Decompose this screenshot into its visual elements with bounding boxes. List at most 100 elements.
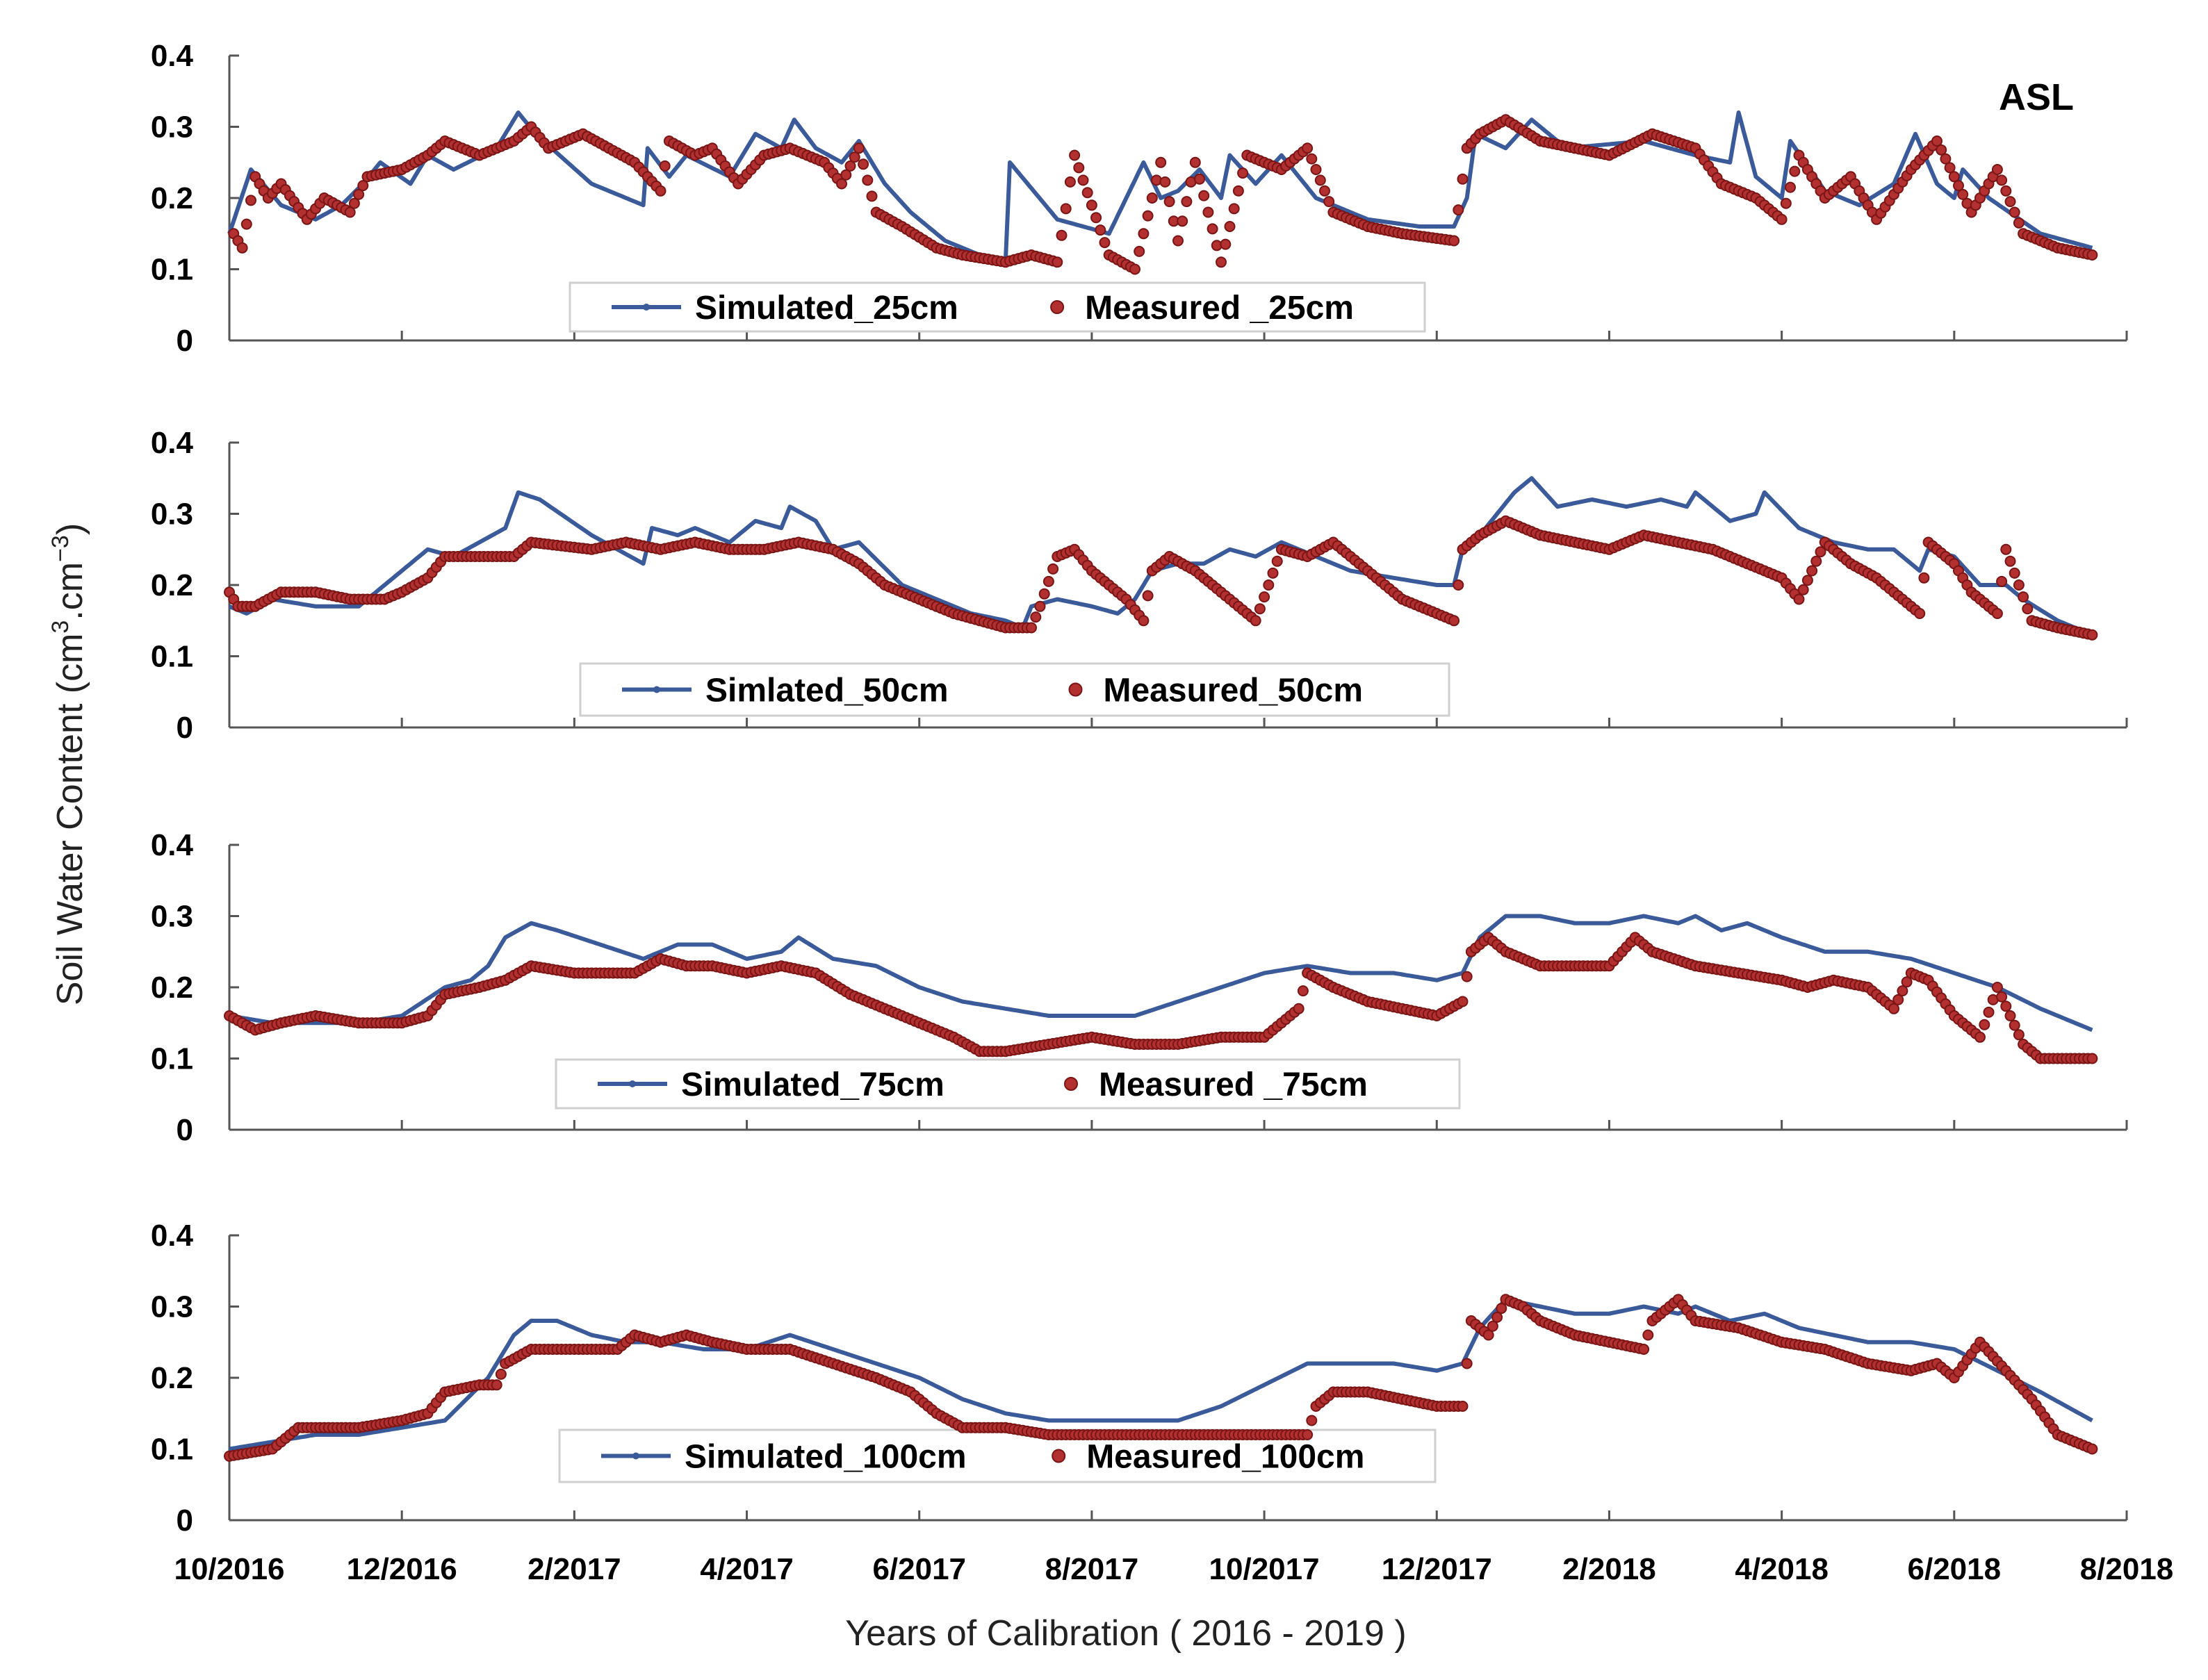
measured-point xyxy=(1134,245,1145,257)
legend-measured-label: Measured_50cm xyxy=(1104,673,1364,709)
measured-point xyxy=(1888,1003,1899,1014)
measured-point xyxy=(1138,615,1150,627)
simulated-series-line xyxy=(229,1297,2093,1451)
measured-point xyxy=(1979,1019,1990,1030)
measured-point xyxy=(1163,196,1175,208)
measured-point xyxy=(1940,153,1952,165)
y-tick-label: 0.4 xyxy=(151,1219,194,1253)
measured-point xyxy=(1159,176,1171,188)
measured-point xyxy=(1077,174,1089,186)
measured-point xyxy=(1806,565,1818,577)
measured-point xyxy=(1974,1031,1986,1043)
measured-point xyxy=(1914,608,1926,619)
measured-point xyxy=(2086,1443,2098,1455)
y-axis-title-part2: .cm xyxy=(50,562,90,620)
measured-point xyxy=(1202,206,1214,218)
legend-simulated-label: Simulated_25cm xyxy=(695,290,958,327)
measured-point xyxy=(1323,196,1335,208)
x-tick-label: 2/2017 xyxy=(528,1552,621,1586)
y-tick-label: 0.2 xyxy=(151,181,193,215)
measured-point xyxy=(1487,1320,1498,1332)
chart-title: ASL xyxy=(1999,76,2074,118)
measured-point xyxy=(1142,210,1154,222)
measured-point xyxy=(1177,215,1188,227)
y-axis-title-sup2: −3 xyxy=(47,535,74,562)
legend-measured-marker xyxy=(1064,1077,1078,1091)
measured-point xyxy=(1026,622,1037,634)
measured-point xyxy=(491,1379,502,1391)
measured-point xyxy=(2086,1053,2098,1064)
y-tick-label: 0.2 xyxy=(151,568,193,602)
measured-point xyxy=(1453,579,1464,591)
y-axis-title: Soil Water Content (cm3.cm−3) xyxy=(47,523,90,1005)
measured-point xyxy=(1216,256,1227,268)
measured-point xyxy=(353,188,365,200)
measured-point xyxy=(866,190,878,202)
measured-point xyxy=(495,1368,507,1380)
measured-point xyxy=(236,242,248,254)
measured-point xyxy=(2000,1000,2012,1012)
measured-point xyxy=(1901,976,1913,988)
measured-point xyxy=(1042,575,1054,587)
measured-point xyxy=(1064,176,1076,188)
x-tick-label: 4/2017 xyxy=(700,1552,794,1586)
measured-point xyxy=(1095,224,1106,236)
measured-point xyxy=(1785,181,1796,193)
measured-point xyxy=(1263,579,1275,591)
measured-point xyxy=(1780,197,1792,209)
legend-box xyxy=(569,281,1426,333)
y-axis-title-part3: ) xyxy=(50,523,90,535)
measured-point xyxy=(1931,135,1943,147)
legend-box xyxy=(579,662,1450,717)
measured-point xyxy=(1453,204,1464,216)
x-tick-label: 12/2016 xyxy=(347,1552,457,1586)
measured-point xyxy=(1146,192,1158,204)
x-tick-label: 2/2018 xyxy=(1562,1552,1656,1586)
measured-point xyxy=(858,158,869,170)
measured-point xyxy=(348,197,360,209)
measured-point xyxy=(2000,185,2012,197)
measured-point xyxy=(1482,1329,1494,1341)
y-tick-label: 0.1 xyxy=(151,1433,193,1467)
measured-point xyxy=(1228,203,1240,215)
x-tick-label: 10/2016 xyxy=(174,1552,284,1586)
y-tick-label: 0.1 xyxy=(151,253,193,287)
legend-simulated-label: Simulated_75cm xyxy=(681,1067,944,1103)
measured-point xyxy=(1254,603,1266,615)
measured-point xyxy=(862,174,874,186)
measured-point xyxy=(2022,603,2034,615)
measured-point xyxy=(1996,991,2008,1003)
y-tick-label: 0.4 xyxy=(151,828,194,862)
y-tick-label: 0 xyxy=(177,711,193,745)
measured-point xyxy=(1957,188,1969,200)
measured-point xyxy=(1897,985,1908,997)
measured-point xyxy=(1448,615,1460,627)
measured-point xyxy=(1789,165,1801,177)
measured-point xyxy=(1194,173,1205,185)
measured-point xyxy=(1936,144,1947,156)
measured-point xyxy=(853,142,865,154)
measured-point xyxy=(1948,171,1960,183)
simulated-series-line xyxy=(229,914,2093,1032)
y-tick-label: 0.4 xyxy=(151,426,194,460)
legend-box xyxy=(555,1058,1461,1110)
measured-point xyxy=(1056,229,1068,241)
measured-point xyxy=(849,151,860,163)
legend-simulated-marker xyxy=(643,304,650,311)
measured-point xyxy=(1983,1006,1995,1018)
x-tick-label: 8/2018 xyxy=(2080,1552,2174,1586)
measured-point xyxy=(1810,555,1822,567)
measured-point xyxy=(659,160,671,172)
panel-25cm: 0 0.1 0.2 0.3 0.4 Simulated_25cm Measured _25c… xyxy=(151,39,2128,358)
x-axis-title: Years of Calibration ( 2016 - 2019 ) xyxy=(845,1613,1406,1654)
y-tick-label: 0.3 xyxy=(151,1290,193,1324)
measured-point xyxy=(1220,238,1232,250)
legend-simulated-label: Simlated_50cm xyxy=(705,673,949,709)
measured-point xyxy=(844,160,856,172)
measured-point xyxy=(1457,996,1469,1007)
y-tick-label: 0.2 xyxy=(151,971,193,1005)
y-tick-label: 0.4 xyxy=(151,39,194,73)
measured-point xyxy=(1996,174,2008,186)
measured-point xyxy=(1457,173,1469,185)
measured-point xyxy=(840,169,852,181)
